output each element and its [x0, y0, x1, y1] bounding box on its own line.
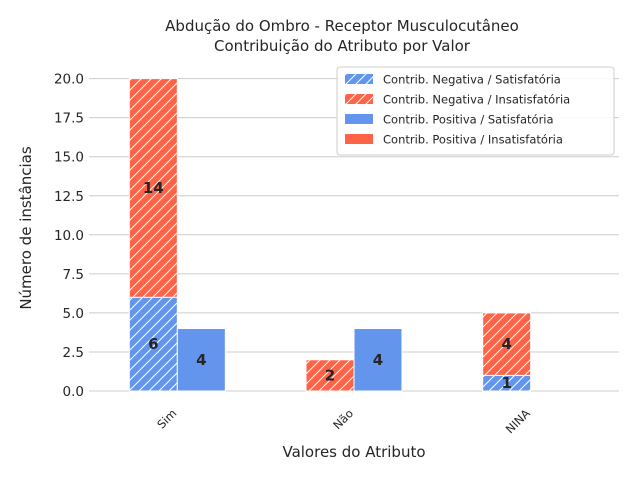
- x-tick-label: Não: [330, 406, 356, 432]
- bar-hatch: [482, 375, 531, 391]
- bar-value-label: 6: [148, 335, 158, 353]
- bar-value-label: 4: [373, 351, 383, 369]
- y-tick-label: 5.0: [63, 306, 84, 322]
- y-tick-label: 10.0: [54, 228, 84, 244]
- legend-entry: Contrib. Negativa / Insatisfatória: [383, 93, 570, 107]
- legend-box: [336, 66, 615, 156]
- y-tick-label: 7.5: [63, 267, 84, 283]
- legend-swatch: [345, 134, 373, 144]
- x-tick-label: Sim: [154, 406, 179, 431]
- legend-swatch-hatch: [345, 74, 373, 84]
- legend: Contrib. Negativa / Satisfatória Contrib.…: [336, 66, 615, 156]
- y-tick-label: 17.5: [54, 111, 84, 127]
- bar-value-label: 2: [325, 366, 335, 384]
- x-axis-ticks: Sim Não NINA: [154, 406, 533, 436]
- legend-entry: Contrib. Positiva / Insatisfatória: [383, 133, 563, 147]
- bars: [128, 78, 532, 392]
- bar-hatch: [306, 359, 354, 391]
- bar: [176, 328, 226, 392]
- bar-value-label: 4: [196, 351, 206, 369]
- y-axis-ticks: 0.0 2.5 5.0 7.5 10.0 12.5 15.0 17.5 20.0: [54, 72, 84, 400]
- bar-hatch: [129, 78, 178, 298]
- bar-value-label: 14: [143, 179, 164, 197]
- bar-value-label: 1: [501, 374, 511, 392]
- y-tick-label: 12.5: [54, 189, 84, 205]
- bar-hatch: [129, 297, 178, 391]
- y-tick-label: 0.0: [63, 384, 84, 400]
- y-axis-label: Número de instâncias: [17, 146, 35, 310]
- y-tick-label: 15.0: [54, 150, 84, 166]
- y-tick-label: 20.0: [54, 72, 84, 88]
- legend-swatch: [345, 114, 373, 124]
- bar-hatch: [482, 312, 531, 376]
- legend-swatch-hatch: [345, 94, 373, 104]
- bar-value-label: 4: [501, 335, 511, 353]
- bar: [353, 328, 403, 392]
- x-axis-label: Valores do Atributo: [282, 443, 425, 461]
- y-tick-label: 2.5: [63, 345, 84, 361]
- legend-entry: Contrib. Negativa / Satisfatória: [383, 73, 561, 87]
- legend-entry: Contrib. Positiva / Satisfatória: [383, 113, 554, 127]
- x-tick-label: NINA: [503, 406, 533, 436]
- chart-subtitle: Contribuição do Atributo por Valor: [214, 37, 471, 55]
- chart-title: Abdução do Ombro - Receptor Musculocutân…: [165, 17, 519, 35]
